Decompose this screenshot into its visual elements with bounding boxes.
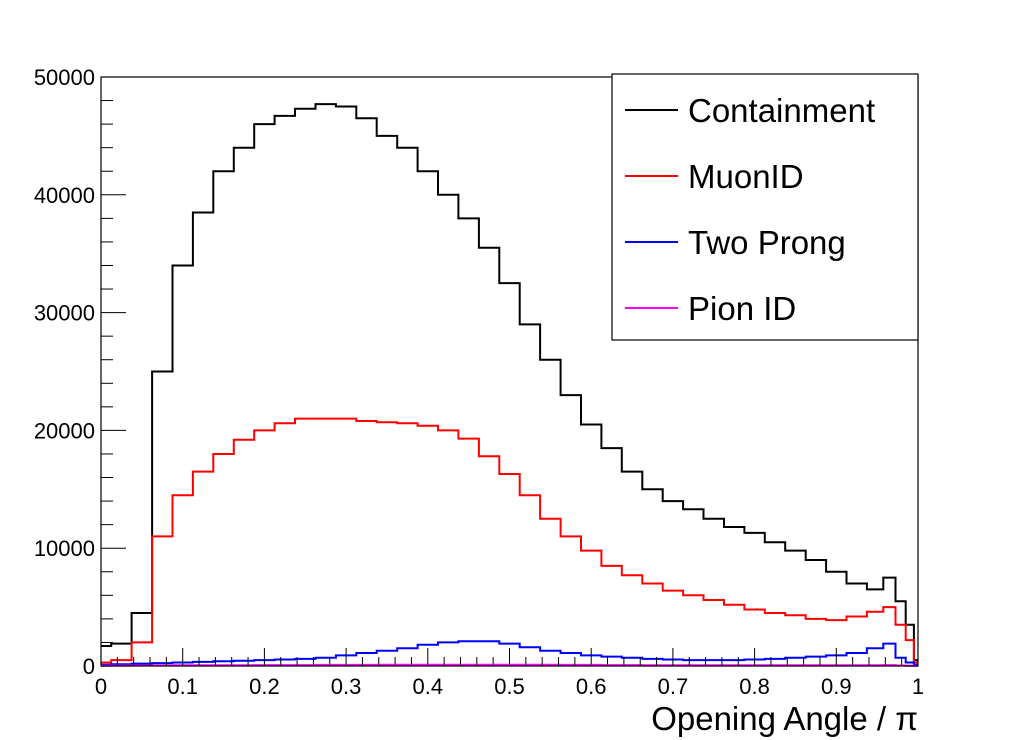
y-tick-label: 20000 xyxy=(34,418,95,443)
y-tick-label: 30000 xyxy=(34,301,95,326)
legend-label: Containment xyxy=(688,92,875,129)
x-tick-label: 0.6 xyxy=(576,674,607,699)
series-line-muonid xyxy=(101,417,918,664)
x-tick-label: 0.7 xyxy=(658,674,689,699)
x-tick-label: 1 xyxy=(912,674,924,699)
series-layer xyxy=(101,103,918,667)
x-tick-label: 0.2 xyxy=(249,674,280,699)
x-axis-title: Opening Angle / π xyxy=(651,700,918,737)
legend-label: MuonID xyxy=(688,158,804,195)
axes-layer: 0 0.1 0.2 0.3 0.4 0.5 0.6 0.7 0.8 0.9 1 0 10000 20000… xyxy=(34,65,924,699)
legend: Containment MuonID Two Prong Pion ID xyxy=(611,73,919,341)
legend-box xyxy=(611,73,919,341)
x-tick-label: 0.9 xyxy=(821,674,852,699)
series-line-containment xyxy=(101,103,918,662)
y-tick-label: 50000 xyxy=(34,65,95,90)
y-tick-label: 10000 xyxy=(34,536,95,561)
x-tick-label: 0.4 xyxy=(413,674,444,699)
x-tick-label: 0.8 xyxy=(739,674,770,699)
legend-label: Two Prong xyxy=(688,224,846,261)
x-tick-label: 0.5 xyxy=(494,674,525,699)
y-tick-label: 0 xyxy=(83,654,95,679)
legend-label: Pion ID xyxy=(688,290,796,327)
series-line-pion-id xyxy=(101,663,918,667)
y-tick-label: 40000 xyxy=(34,183,95,208)
series-line-two-prong xyxy=(101,640,918,666)
x-tick-label: 0.3 xyxy=(331,674,362,699)
x-tick-label: 0.1 xyxy=(167,674,198,699)
x-tick-label: 0 xyxy=(95,674,107,699)
